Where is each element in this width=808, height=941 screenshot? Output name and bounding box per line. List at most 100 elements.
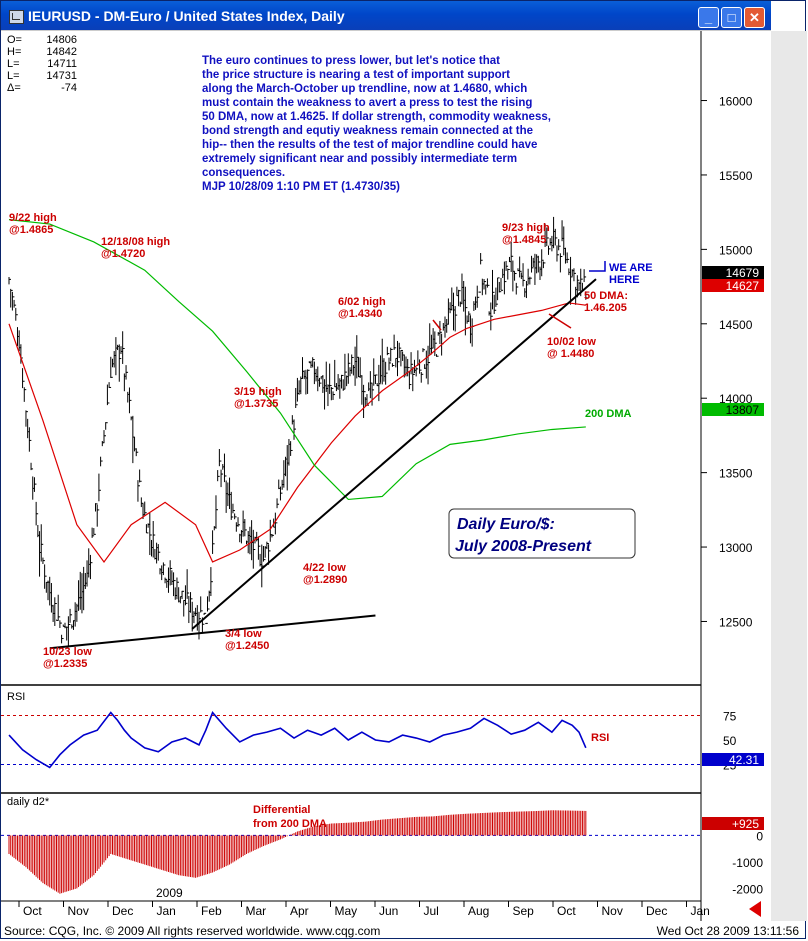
price-tag-box [702,279,764,292]
annotation-label: 200 DMA [585,408,632,420]
commentary-line: the price structure is nearing a test of… [202,69,510,81]
chart-app-icon [9,10,24,24]
differential-panel-label: daily d2* [7,796,50,808]
price-tick-label: 13500 [719,467,753,481]
date-tick-label: Jul [424,904,439,918]
date-tick-label: Nov [68,904,89,918]
maximize-button[interactable]: □ [721,7,742,28]
ohlc-value: -74 [61,82,77,94]
ohlc-key: L= [7,58,20,70]
price-tick-label: 12500 [719,615,753,629]
scroll-left-icon[interactable] [749,901,761,917]
annotation-value: @1.2450 [225,640,269,652]
chart-subtitle: July 2008-Present [455,538,592,555]
rsi-level-label: 75 [723,710,737,724]
ohlc-value: 14806 [46,34,77,46]
differential-tick-label: -2000 [732,882,763,896]
price-annotations: 9/22 high@1.4865 12/18/08 high@1.4720 3/19… [9,212,653,670]
annotation-label: 50 DMA: [584,290,628,302]
right-scrollbar-area[interactable] [771,31,807,921]
price-tick-label: 16000 [719,95,753,109]
annotation-value: 1.46.205 [584,302,627,314]
rsi-line [8,711,587,769]
trendline [191,278,597,630]
commentary-line: The euro continues to press lower, but l… [202,55,500,67]
annotation-label: 4/22 low [303,562,346,574]
timestamp: Wed Oct 28 2009 13:11:56 [656,924,799,938]
annotation-pointer [548,313,572,329]
date-tick-label: Aug [468,904,489,918]
chart-title-frame [448,508,636,559]
date-tick-label: Oct [557,904,576,918]
trendlines [49,261,606,650]
annotation-label: 10/23 low [43,646,92,658]
annotation-value: @1.4865 [9,224,53,236]
annotation-value: @1.2890 [303,574,347,586]
annotation-label: WE ARE [609,262,653,274]
commentary-line: extremely significant near and possibly … [202,153,517,165]
year-label: 2009 [156,886,183,900]
annotation-label: 10/02 low [547,336,596,348]
date-tick-label: May [335,904,358,918]
chart-title: Daily Euro/$: [457,516,555,533]
annotation-pointer [589,261,606,272]
trendline [49,614,376,650]
commentary-line: MJP 10/28/09 1:10 PM ET (1.4730/35) [202,181,400,193]
price-tag-box [702,266,764,279]
annotation-label: 3/19 high [234,386,282,398]
commentary-line: hip-- then the results of the test of ma… [202,139,537,151]
annotation-label: 3/4 low [225,628,262,640]
rsi-level-label: 50 [723,734,737,748]
date-tick-label: Dec [646,904,667,918]
title-bar[interactable]: IEURUSD - DM-Euro / United States Index,… [1,1,771,31]
price-tag-value: 14679 [726,266,760,280]
commentary-line: consequences. [202,167,285,179]
ohlc-readout: O= 14806 H= 14842 L= 14711 L= 14731 Δ= -74 [7,34,77,94]
ohlc-value: 14731 [46,70,77,82]
price-tick-label: 14000 [719,392,753,406]
minimize-button[interactable]: _ [698,7,719,28]
differential-annotation: from 200 DMA [253,818,327,830]
annotation-label: 6/02 high [338,296,386,308]
date-tick-label: Nov [602,904,623,918]
date-tick-label: Dec [112,904,133,918]
price-bars [8,216,588,648]
date-tick-label: Oct [23,904,42,918]
differential-tag-box [702,817,764,830]
differential-panel: daily d2* 0 -1000 -2000 Differential from 200… [1,796,764,896]
differential-tick-label: -1000 [732,856,763,870]
price-tag-value: 14627 [726,279,760,293]
date-tick-label: Feb [201,904,222,918]
rsi-annotation: RSI [591,732,609,744]
commentary-text: The euro continues to press lower, but l… [202,55,551,193]
series-line-50-dma [8,302,586,563]
price-tag-box [702,403,764,416]
price-tick-label: 13000 [719,541,753,555]
annotation-label: 9/23 high [502,222,550,234]
annotation-value: @ 1.4480 [547,348,594,360]
close-button[interactable]: ✕ [744,7,765,28]
price-chart[interactable]: 12500 13000 13500 14000 14500 15000 15500 16000… [1,31,807,921]
rsi-panel-label: RSI [7,691,25,703]
rsi-tag-box [702,753,764,766]
date-tick-label: Sep [513,904,535,918]
price-tick-label: 15000 [719,243,753,257]
date-tick-label: Apr [290,904,309,918]
date-tick-label: Jun [379,904,398,918]
date-tick-label: Jan [157,904,176,918]
series-line-200-dma [8,219,586,501]
commentary-line: along the March-October up trendline, no… [202,83,527,95]
annotation-value: @1.4720 [101,248,145,260]
commentary-line: bond strength and equtiy weakness remain… [202,125,533,137]
date-tick-label: Mar [246,904,267,918]
price-tag-value: 13807 [726,403,760,417]
differential-tick-label: 0 [756,829,763,843]
differential-tag-value: +925 [732,817,759,831]
chart-title-box: Daily Euro/$: July 2008-Present [448,508,636,559]
price-tick-label: 15500 [719,169,753,183]
price-tick-label: 14500 [719,318,753,332]
rsi-panel: RSI755025RSI42.31 [1,691,764,773]
ohlc-key: H= [7,46,21,58]
